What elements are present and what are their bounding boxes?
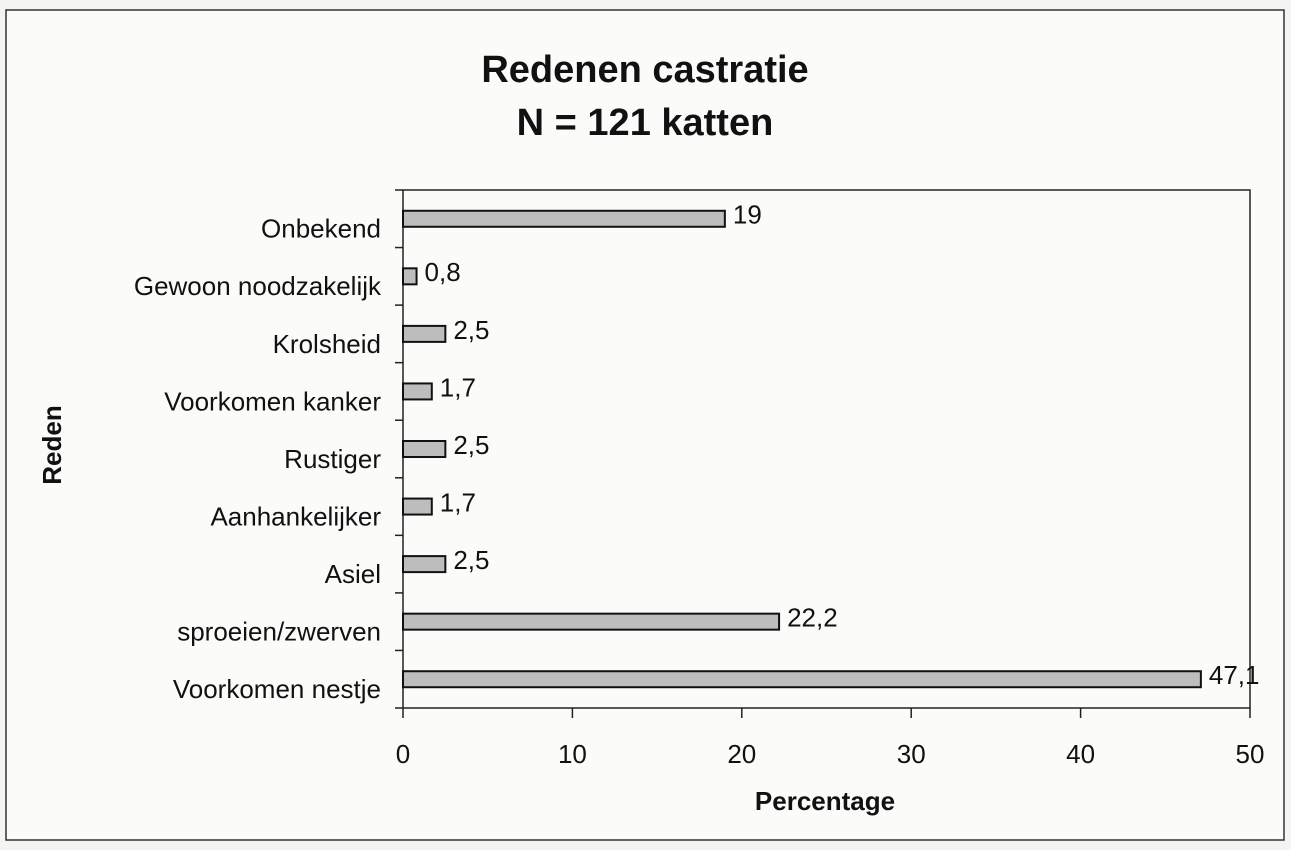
y-tick-label: Asiel (325, 559, 381, 589)
bar (402, 267, 418, 286)
y-tick-label: Onbekend (261, 214, 381, 244)
y-tick-label: Gewoon noodzakelijk (134, 271, 382, 301)
bar (402, 209, 726, 228)
chart-frame (5, 9, 1285, 841)
y-tick-label: sproeien/zwerven (177, 617, 381, 647)
x-axis-label: Percentage (755, 786, 895, 816)
x-tick-label: 0 (396, 739, 410, 769)
bar (402, 555, 447, 574)
x-tick-label: 10 (558, 739, 587, 769)
data-label: 1,7 (440, 372, 476, 402)
data-label: 47,1 (1209, 660, 1260, 690)
chart-subtitle: N = 121 katten (517, 102, 774, 144)
data-label: 2,5 (453, 545, 489, 575)
data-label: 22,2 (787, 603, 838, 633)
y-tick-label: Rustiger (284, 444, 381, 474)
bar (402, 382, 433, 401)
y-tick-label: Aanhankelijker (210, 501, 381, 531)
data-label: 2,5 (453, 430, 489, 460)
y-axis-label: Reden (37, 405, 67, 484)
bar (402, 440, 447, 458)
data-label: 19 (733, 200, 762, 230)
data-label: 1,7 (440, 487, 476, 517)
bar (402, 497, 433, 516)
y-tick-label: Krolsheid (273, 329, 381, 359)
y-tick-label: Voorkomen kanker (164, 386, 381, 416)
data-label: 2,5 (453, 315, 489, 345)
bar (402, 612, 781, 631)
y-tick-label: Voorkomen nestje (173, 674, 381, 704)
data-label: 0,8 (425, 257, 461, 287)
bar (402, 324, 447, 343)
x-tick-label: 30 (897, 739, 926, 769)
x-tick-label: 50 (1236, 739, 1265, 769)
bar (402, 670, 1202, 689)
chart-title: Redenen castratie (481, 49, 808, 91)
x-tick-label: 40 (1066, 739, 1095, 769)
x-tick-label: 20 (727, 739, 756, 769)
